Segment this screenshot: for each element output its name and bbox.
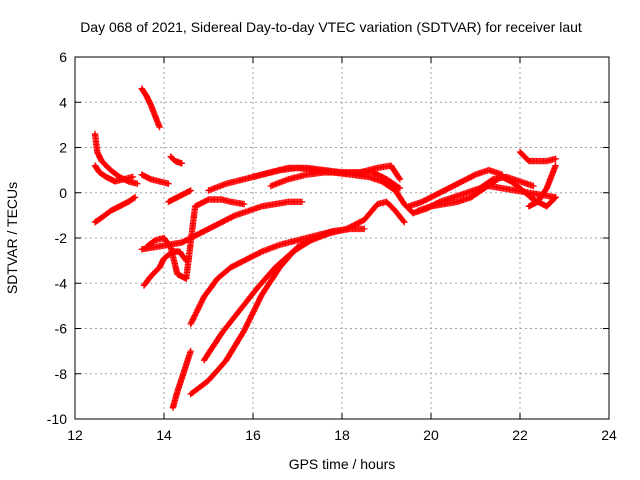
series-arc-12 [187,225,368,328]
series-arc-6 [167,153,185,167]
plus-markers [138,171,172,187]
plus-markers [138,198,306,253]
plot-frame [74,56,610,420]
plus-markers [91,194,139,226]
x-tick-labels: 12 14 16 18 20 22 24 [67,427,617,443]
data-markers [91,85,559,411]
y-tick-label: -8 [55,366,68,382]
y-tick-label: -10 [47,411,67,427]
plus-markers [169,347,194,411]
y-axis-label: SDTVAR / TECUs [4,182,20,294]
plus-markers [405,166,506,210]
series-arc-17 [267,169,404,192]
y-tick-label: 0 [59,185,67,201]
y-tick-label: -6 [55,321,68,337]
series-arc-7 [138,198,306,253]
x-tick-label: 14 [156,427,172,443]
x-tick-label: 22 [512,427,528,443]
chart-title: Day 068 of 2021, Sidereal Day-to-day VTE… [80,19,582,35]
series-arc-22 [516,148,559,165]
y-tick-label: -2 [55,230,68,246]
series-arc-8 [140,248,190,289]
plus-markers [187,225,368,328]
y-tick-label: 6 [59,49,67,65]
series-arc-3 [91,194,139,226]
grid-lines [75,57,609,419]
series-arc-18 [405,166,506,210]
series-arc-2 [91,162,137,185]
x-tick-label: 12 [67,427,83,443]
series-arc-10 [165,187,194,205]
plus-markers [525,162,559,210]
plus-markers [165,187,194,205]
plus-markers [143,196,248,282]
y-tick-label: 2 [59,140,67,156]
x-tick-label: 20 [423,427,439,443]
y-tick-label: -4 [55,275,68,291]
plus-markers [91,162,137,185]
plus-markers [267,169,404,192]
plus-markers [138,85,163,131]
x-tick-label: 18 [334,427,350,443]
x-tick-label: 16 [245,427,261,443]
x-axis-label: GPS time / hours [289,456,396,472]
series-arc-4 [138,85,163,131]
y-tick-labels: -10 -8 -6 -4 -2 0 2 4 6 [47,49,67,427]
x-tick-label: 24 [601,427,617,443]
series-arc-5 [138,171,172,187]
series-arc-24 [525,162,559,210]
plus-markers [516,148,559,165]
series-arc-11 [169,347,194,411]
y-tick-label: 4 [59,94,67,110]
series-arc-14 [200,198,408,364]
plus-markers [167,153,185,167]
plus-markers [140,248,190,289]
plus-markers [200,198,408,364]
series-arc-9 [143,196,248,282]
